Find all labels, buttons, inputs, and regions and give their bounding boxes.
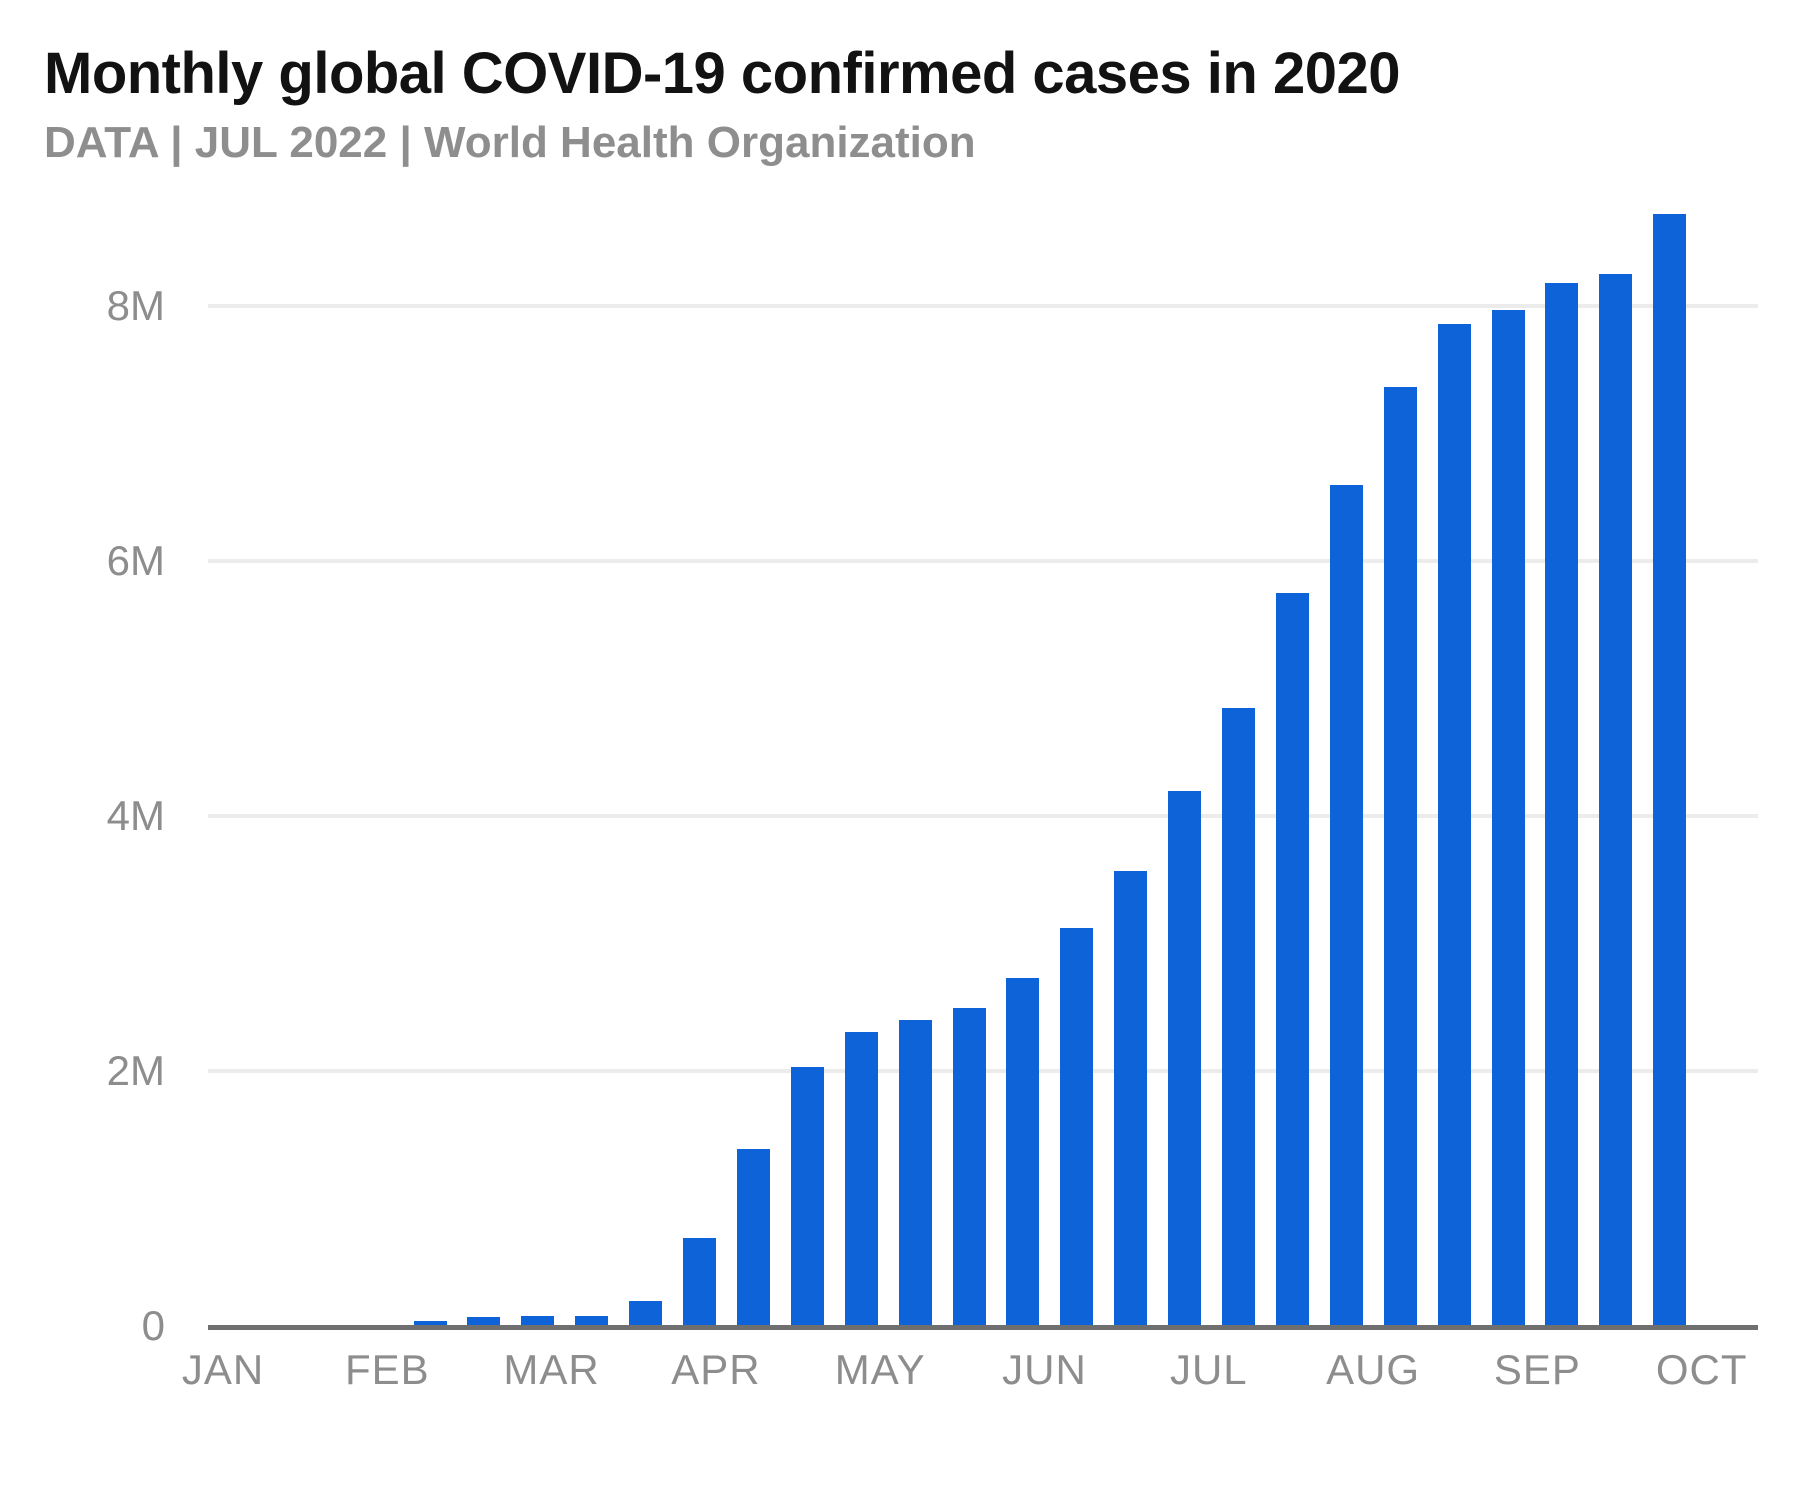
bar (1168, 791, 1201, 1325)
bar (1653, 214, 1686, 1325)
y-tick-label: 4M (106, 792, 165, 839)
x-tick-label: AUG (1326, 1346, 1421, 1393)
x-tick-label: JUN (1002, 1346, 1087, 1393)
bar (1492, 310, 1525, 1325)
x-tick-label: APR (671, 1346, 761, 1393)
y-tick-label: 0 (141, 1302, 165, 1349)
bar (1060, 928, 1093, 1325)
x-axis-line (208, 1325, 1758, 1330)
y-tick-label: 6M (106, 537, 165, 584)
x-tick-label: MAY (834, 1346, 926, 1393)
bar (953, 1008, 986, 1325)
bar (737, 1149, 770, 1325)
bar (899, 1020, 932, 1325)
bar (683, 1238, 716, 1325)
y-tick-label: 8M (106, 282, 165, 329)
bar (1222, 708, 1255, 1325)
x-tick-label: MAR (503, 1346, 600, 1393)
bar (1114, 871, 1147, 1325)
x-tick-label: JUL (1169, 1346, 1248, 1393)
x-tick-label: OCT (1655, 1346, 1748, 1393)
bar (575, 1316, 608, 1325)
bar (845, 1032, 878, 1325)
bar (414, 1321, 447, 1325)
chart-title: Monthly global COVID-19 confirmed cases … (44, 41, 1400, 106)
bar (791, 1067, 824, 1325)
gridline (208, 304, 1758, 308)
gridline (208, 559, 1758, 563)
bar (521, 1316, 554, 1325)
y-tick-label: 2M (106, 1047, 165, 1094)
x-tick-label: FEB (344, 1346, 430, 1393)
gridline (208, 814, 1758, 818)
bar (1276, 593, 1309, 1325)
bar (1330, 485, 1363, 1325)
x-tick-label: JAN (181, 1346, 265, 1393)
bar (1599, 274, 1632, 1325)
bar (467, 1317, 500, 1325)
chart-subtitle: DATA | JUL 2022 | World Health Organizat… (44, 118, 976, 167)
bar (629, 1301, 662, 1325)
bar (1006, 978, 1039, 1325)
x-tick-label: SEP (1493, 1346, 1581, 1393)
bar (1438, 324, 1471, 1325)
bar (1384, 387, 1417, 1325)
bar (1545, 283, 1578, 1325)
